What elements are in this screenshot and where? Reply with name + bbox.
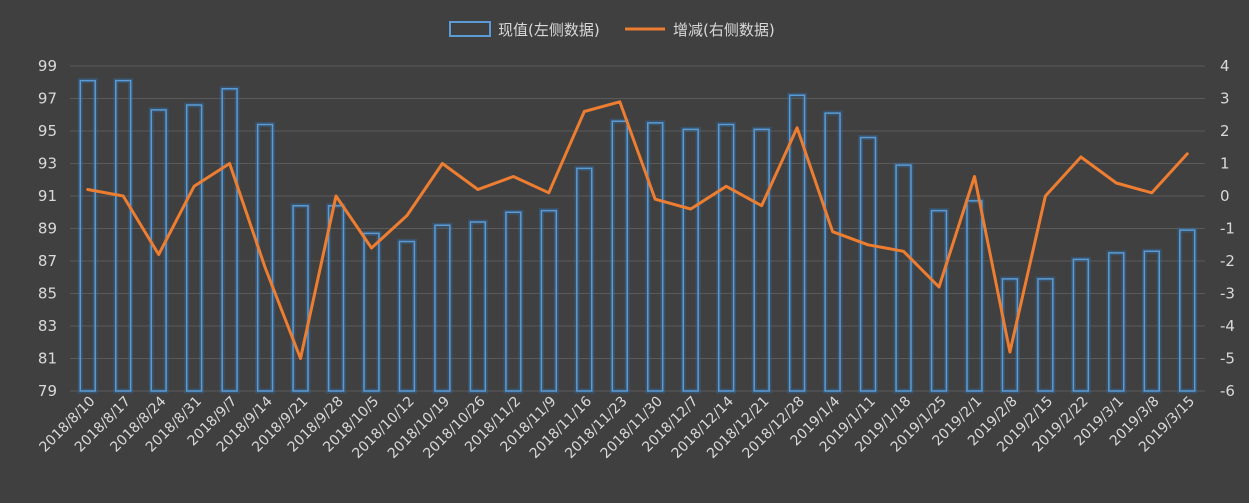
y-left-tick-label: 87 <box>38 252 57 270</box>
bar-glow <box>858 135 878 394</box>
y-right-tick-label: -3 <box>1220 285 1235 303</box>
bar <box>79 79 96 392</box>
y-right-tick-label: 4 <box>1220 57 1230 75</box>
bar <box>576 167 593 392</box>
bar <box>611 120 628 392</box>
x-axis: 2018/8/102018/8/172018/8/242018/8/312018… <box>36 393 1198 461</box>
bar <box>682 128 699 392</box>
bar-glow <box>184 102 205 394</box>
bar-glow <box>609 118 630 394</box>
bar-glow <box>255 122 276 394</box>
bar <box>398 240 416 392</box>
bar-glow <box>822 110 843 394</box>
bar-glow <box>1177 227 1198 394</box>
bar-glow <box>77 78 98 394</box>
bar-glow <box>219 86 240 394</box>
left-axis: 79 81 83 85 87 89 91 93 95 97 99 <box>38 57 57 400</box>
bar-glow <box>1106 250 1127 394</box>
y-right-tick-label: -2 <box>1220 252 1235 270</box>
bar <box>327 205 345 392</box>
line-series <box>86 100 1189 360</box>
bar <box>363 232 380 392</box>
bar <box>930 209 948 392</box>
bar <box>1037 278 1054 392</box>
bar-series <box>77 78 1198 394</box>
bar <box>1108 252 1125 392</box>
bar <box>717 123 735 392</box>
bar-glow <box>326 203 346 394</box>
bar-glow <box>680 126 701 394</box>
bar-glow <box>503 209 524 394</box>
bar-glow <box>467 219 488 394</box>
y-left-tick-label: 89 <box>38 220 57 238</box>
bar <box>1072 258 1090 392</box>
bar <box>221 88 238 392</box>
y-left-tick-label: 79 <box>38 382 57 400</box>
bar <box>115 79 132 392</box>
bar-glow <box>113 78 134 394</box>
bar <box>1001 278 1019 392</box>
bar <box>1143 250 1160 392</box>
bar <box>185 104 203 392</box>
legend-bar-swatch <box>449 21 491 37</box>
bar <box>859 136 877 392</box>
bar-glow <box>1070 256 1091 394</box>
bar-glow <box>893 162 914 394</box>
bar-glow <box>751 126 772 394</box>
legend-bar-label: 现值(左侧数据) <box>498 21 600 39</box>
bar <box>256 123 274 392</box>
bar <box>788 94 806 392</box>
bar-glow <box>290 203 311 394</box>
y-right-tick-label: -4 <box>1220 317 1235 335</box>
bar-glow <box>538 208 559 394</box>
bar <box>824 112 841 392</box>
bar-glow <box>148 107 169 394</box>
y-right-tick-label: 0 <box>1220 187 1230 205</box>
bar-glow <box>964 198 985 394</box>
y-left-tick-label: 91 <box>38 187 57 205</box>
bar <box>505 211 522 392</box>
y-left-tick-label: 85 <box>38 285 57 303</box>
y-left-tick-label: 95 <box>38 122 57 140</box>
bar-glow <box>1141 248 1162 394</box>
bar <box>434 224 451 392</box>
bar <box>895 164 912 392</box>
series-line <box>86 100 1189 360</box>
bar-glow <box>397 239 417 394</box>
y-right-tick-label: 2 <box>1220 122 1230 140</box>
bar <box>966 200 983 392</box>
bar <box>292 205 309 392</box>
right-axis: -6 -5 -4 -3 -2 -1 0 1 2 3 4 <box>1220 57 1235 400</box>
y-left-tick-label: 99 <box>38 57 57 75</box>
bar-glow <box>716 122 737 394</box>
y-right-tick-label: 1 <box>1220 155 1230 173</box>
legend-line-label: 增减(右侧数据) <box>673 21 775 39</box>
bar-glow <box>574 165 595 394</box>
bar-glow <box>361 230 382 394</box>
bar <box>753 128 770 392</box>
bar <box>150 109 167 392</box>
bar-glow <box>929 208 949 394</box>
y-left-tick-label: 97 <box>38 90 57 108</box>
legend: 现值(左侧数据) 增减(右侧数据) <box>449 21 775 39</box>
y-right-tick-label: -1 <box>1220 220 1235 238</box>
bar-glow <box>1035 276 1056 394</box>
y-left-tick-label: 83 <box>38 317 57 335</box>
bar-glow <box>432 222 453 394</box>
y-right-tick-label: 3 <box>1220 90 1230 108</box>
y-left-tick-label: 93 <box>38 155 57 173</box>
y-left-tick-label: 81 <box>38 350 57 368</box>
bar <box>1179 229 1196 392</box>
y-right-tick-label: -5 <box>1220 350 1235 368</box>
bar <box>469 221 487 392</box>
gridlines <box>70 65 1205 392</box>
y-right-tick-label: -6 <box>1220 382 1235 400</box>
bar <box>540 209 558 392</box>
bar <box>647 122 664 392</box>
